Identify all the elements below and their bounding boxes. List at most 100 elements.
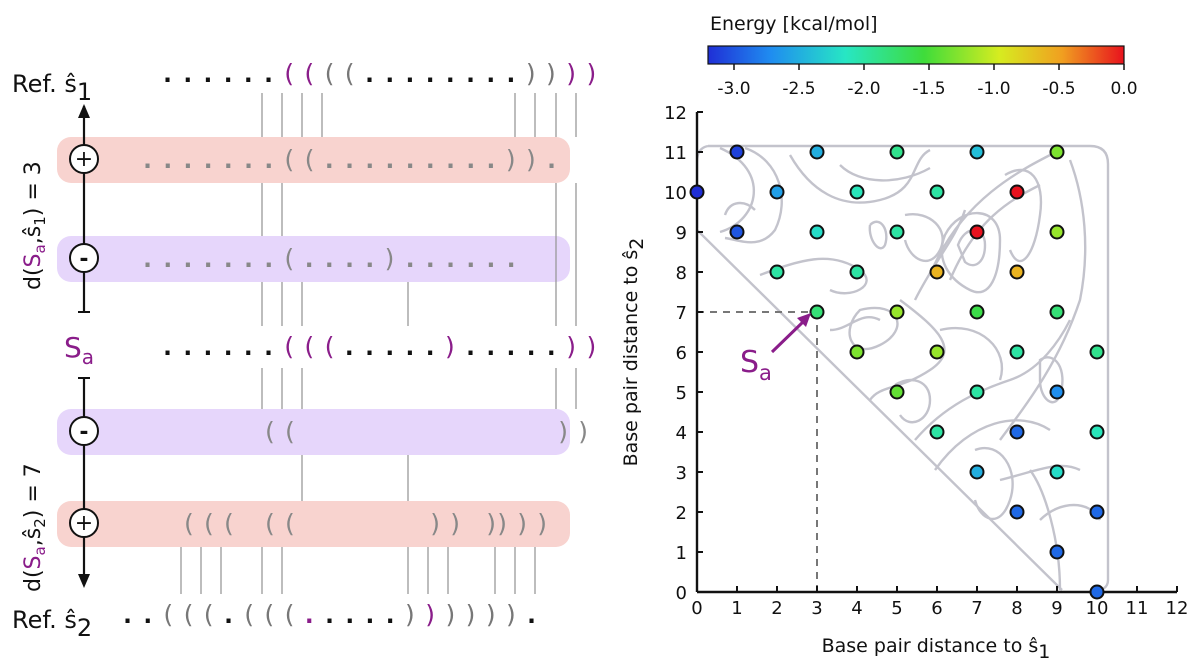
colorbar-tick-label: -2.0 xyxy=(847,79,880,99)
data-point xyxy=(969,384,985,400)
y-axis-label: Base pair distance to ŝ2 xyxy=(620,238,648,467)
x-tick-label: 1 xyxy=(731,598,742,619)
data-point xyxy=(929,424,945,440)
data-point xyxy=(729,224,745,240)
y-tick-label: 6 xyxy=(676,343,687,364)
y-tick-label: 11 xyxy=(664,143,687,164)
colorbar-tick-label: -1.0 xyxy=(977,79,1010,99)
x-tick-label: 2 xyxy=(771,598,782,619)
data-point xyxy=(969,464,985,480)
y-tick-label: 1 xyxy=(676,543,687,564)
minus-top-band xyxy=(57,236,570,282)
data-point xyxy=(889,304,905,320)
data-point xyxy=(1049,544,1065,560)
data-point xyxy=(1009,184,1025,200)
data-point xyxy=(689,184,705,200)
data-point xyxy=(969,144,985,160)
sa-annotation: Sa xyxy=(740,313,811,385)
ref2-label: Ref. ŝ2 xyxy=(12,606,92,642)
ref1-structure: ......((((........)))) xyxy=(160,59,599,88)
y-tick-label: 9 xyxy=(676,223,687,244)
minus-bot-band xyxy=(57,409,570,455)
y-tick-label: 10 xyxy=(664,183,687,204)
data-point xyxy=(1049,384,1065,400)
plus-top-structure: .......((.........)). xyxy=(140,145,559,174)
colorbar-tick-label: -2.5 xyxy=(782,79,815,99)
x-tick-label: 5 xyxy=(891,598,902,619)
data-point xyxy=(1009,264,1025,280)
data-point xyxy=(849,344,865,360)
sa-structure: ......(((.....).....)) xyxy=(160,332,599,361)
svg-text:-: - xyxy=(79,420,88,445)
data-point xyxy=(849,184,865,200)
y-tick-label: 2 xyxy=(676,503,687,524)
ref1-label: Ref. ŝ1 xyxy=(12,70,92,106)
data-point xyxy=(729,144,745,160)
colorbar-ticks: -3.0 -2.5 -2.0 -1.5 -1.0 -0.5 0.0 xyxy=(717,64,1138,99)
x-tick-label: 4 xyxy=(851,598,862,619)
data-point xyxy=(1049,144,1065,160)
ref2-structure: ..(((.(((.....)))))). xyxy=(120,600,539,629)
plus-bot-band xyxy=(57,501,570,547)
data-point xyxy=(1089,424,1105,440)
x-tick-label: 9 xyxy=(1051,598,1062,619)
plus-bot-structure: ((((()))))) xyxy=(181,509,550,538)
distance-label-top: d(Sa,ŝ1) = 3 xyxy=(21,161,49,290)
structure-rows: ......((((........)))) .......((.........… xyxy=(120,59,599,629)
colorbar-tick-label: -1.5 xyxy=(912,79,945,99)
x-tick-label: 10 xyxy=(1086,598,1109,619)
data-point xyxy=(889,224,905,240)
colorbar-tick-label: -3.0 xyxy=(717,79,750,99)
data-point xyxy=(1089,504,1105,520)
data-point xyxy=(1089,344,1105,360)
y-tick-label: 5 xyxy=(676,383,687,404)
data-point xyxy=(929,344,945,360)
data-point xyxy=(1089,584,1105,600)
data-point xyxy=(769,184,785,200)
minus-bottom-icon: - xyxy=(69,416,99,446)
colorbar-tick-label: 0.0 xyxy=(1110,79,1137,99)
colorbar-gradient xyxy=(707,45,1125,65)
x-tick-label: 11 xyxy=(1126,598,1149,619)
data-point xyxy=(809,224,825,240)
x-tick-label: 0 xyxy=(691,598,702,619)
sa-guide-lines xyxy=(697,311,818,592)
energy-landscape-chart: Energy [kcal/mol] -3.0 -2.5 -2.0 -1.5 -1.0 -0… xyxy=(620,13,1188,659)
colorbar-tick-label: -0.5 xyxy=(1042,79,1075,99)
minus-top-structure: .......(....)...... xyxy=(140,244,519,273)
data-point xyxy=(889,384,905,400)
data-point xyxy=(769,264,785,280)
minus-bot-structure: (()) xyxy=(262,417,591,446)
svg-text:-: - xyxy=(79,247,88,272)
y-tick-label: 0 xyxy=(676,583,687,604)
data-point xyxy=(969,224,985,240)
data-point xyxy=(1009,424,1025,440)
x-tick-label: 7 xyxy=(971,598,982,619)
data-point xyxy=(929,264,945,280)
data-point xyxy=(1049,464,1065,480)
data-point xyxy=(1049,304,1065,320)
y-tick-label: 12 xyxy=(664,103,687,124)
plus-top-icon: + xyxy=(69,144,99,174)
distance-axis-top xyxy=(78,104,90,313)
y-tick-label: 7 xyxy=(676,303,687,324)
data-point xyxy=(849,264,865,280)
distance-label-bottom: d(Sa,ŝ2) = 7 xyxy=(21,463,49,592)
data-point xyxy=(889,144,905,160)
plus-bottom-icon: + xyxy=(69,508,99,538)
distance-axis-bottom xyxy=(78,377,90,588)
x-tick-label: 3 xyxy=(811,598,822,619)
svg-text:+: + xyxy=(75,511,93,536)
data-point xyxy=(969,304,985,320)
data-point xyxy=(929,184,945,200)
x-tick-label: 12 xyxy=(1166,598,1188,619)
data-point xyxy=(1009,504,1025,520)
energy-points xyxy=(689,144,1105,600)
data-point xyxy=(1049,224,1065,240)
data-point xyxy=(1009,344,1025,360)
svg-text:+: + xyxy=(75,147,93,172)
colorbar-title: Energy [kcal/mol] xyxy=(710,13,878,35)
x-axis-label: Base pair distance to ŝ1 xyxy=(822,635,1051,659)
